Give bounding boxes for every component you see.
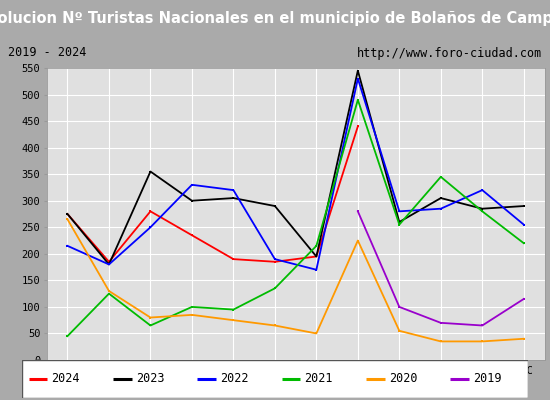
Text: 2023: 2023: [136, 372, 164, 386]
Text: 2019: 2019: [473, 372, 502, 386]
Text: 2021: 2021: [305, 372, 333, 386]
Text: 2020: 2020: [389, 372, 417, 386]
Text: 2024: 2024: [52, 372, 80, 386]
Text: 2019 - 2024: 2019 - 2024: [8, 46, 87, 60]
Text: Evolucion Nº Turistas Nacionales en el municipio de Bolaños de Campos: Evolucion Nº Turistas Nacionales en el m…: [0, 12, 550, 26]
Text: 2022: 2022: [220, 372, 249, 386]
Text: http://www.foro-ciudad.com: http://www.foro-ciudad.com: [356, 46, 542, 60]
